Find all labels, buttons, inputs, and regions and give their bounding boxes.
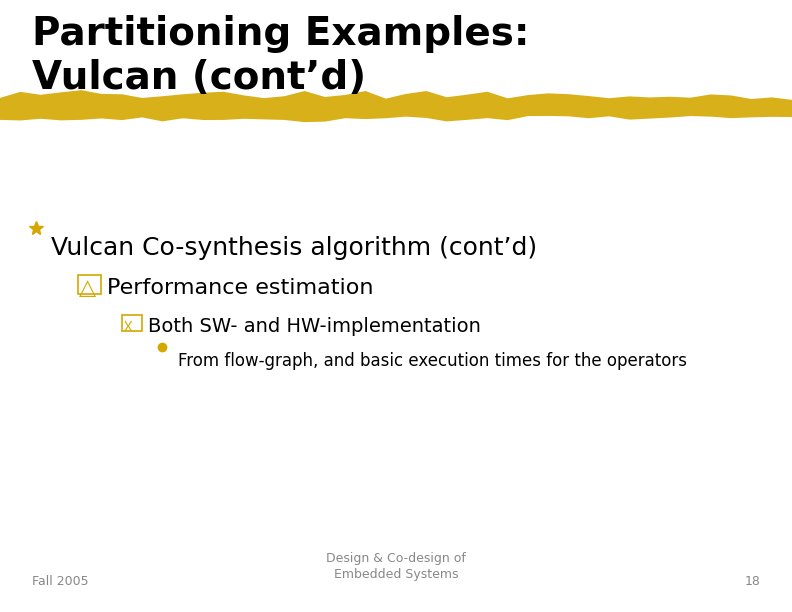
- Text: From flow-graph, and basic execution times for the operators: From flow-graph, and basic execution tim…: [178, 352, 687, 370]
- Text: ☓: ☓: [123, 317, 133, 336]
- Text: △: △: [79, 278, 97, 299]
- Text: Design & Co-design of
Embedded Systems: Design & Co-design of Embedded Systems: [326, 553, 466, 581]
- Text: 18: 18: [744, 575, 760, 588]
- Polygon shape: [0, 90, 792, 122]
- Text: Vulcan Co-synthesis algorithm (cont’d): Vulcan Co-synthesis algorithm (cont’d): [51, 236, 538, 259]
- Text: Both SW- and HW-implementation: Both SW- and HW-implementation: [148, 317, 481, 336]
- Text: Partitioning Examples:
Vulcan (cont’d): Partitioning Examples: Vulcan (cont’d): [32, 15, 529, 97]
- Text: Fall 2005: Fall 2005: [32, 575, 88, 588]
- Text: Performance estimation: Performance estimation: [107, 278, 373, 299]
